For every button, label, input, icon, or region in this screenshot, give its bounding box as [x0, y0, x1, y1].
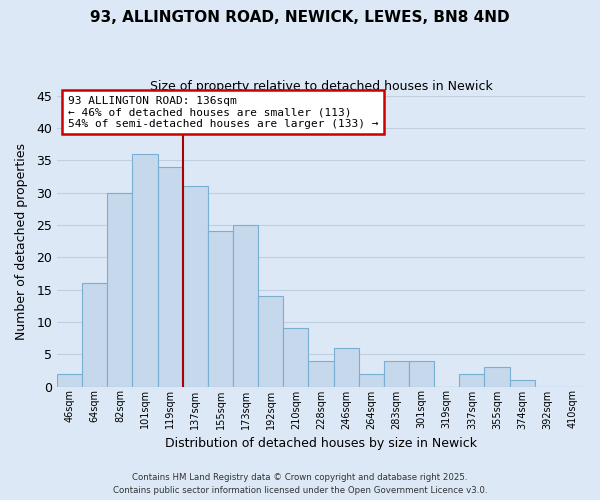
Bar [460, 374, 484, 386]
Bar [334, 348, 359, 387]
Bar [509, 380, 535, 386]
Text: Contains HM Land Registry data © Crown copyright and database right 2025.
Contai: Contains HM Land Registry data © Crown c… [113, 474, 487, 495]
Bar [158, 166, 183, 386]
Bar [183, 186, 208, 386]
Bar [82, 283, 107, 387]
Bar [359, 374, 384, 386]
Bar [133, 154, 158, 386]
Bar [208, 232, 233, 386]
Text: 93, ALLINGTON ROAD, NEWICK, LEWES, BN8 4ND: 93, ALLINGTON ROAD, NEWICK, LEWES, BN8 4… [90, 10, 510, 25]
Y-axis label: Number of detached properties: Number of detached properties [15, 142, 28, 340]
Bar [308, 360, 334, 386]
Bar [283, 328, 308, 386]
Bar [258, 296, 283, 386]
Bar [107, 192, 133, 386]
Bar [409, 360, 434, 386]
Bar [484, 367, 509, 386]
X-axis label: Distribution of detached houses by size in Newick: Distribution of detached houses by size … [165, 437, 477, 450]
Title: Size of property relative to detached houses in Newick: Size of property relative to detached ho… [149, 80, 493, 93]
Bar [233, 225, 258, 386]
Bar [57, 374, 82, 386]
Text: 93 ALLINGTON ROAD: 136sqm
← 46% of detached houses are smaller (113)
54% of semi: 93 ALLINGTON ROAD: 136sqm ← 46% of detac… [68, 96, 378, 129]
Bar [384, 360, 409, 386]
